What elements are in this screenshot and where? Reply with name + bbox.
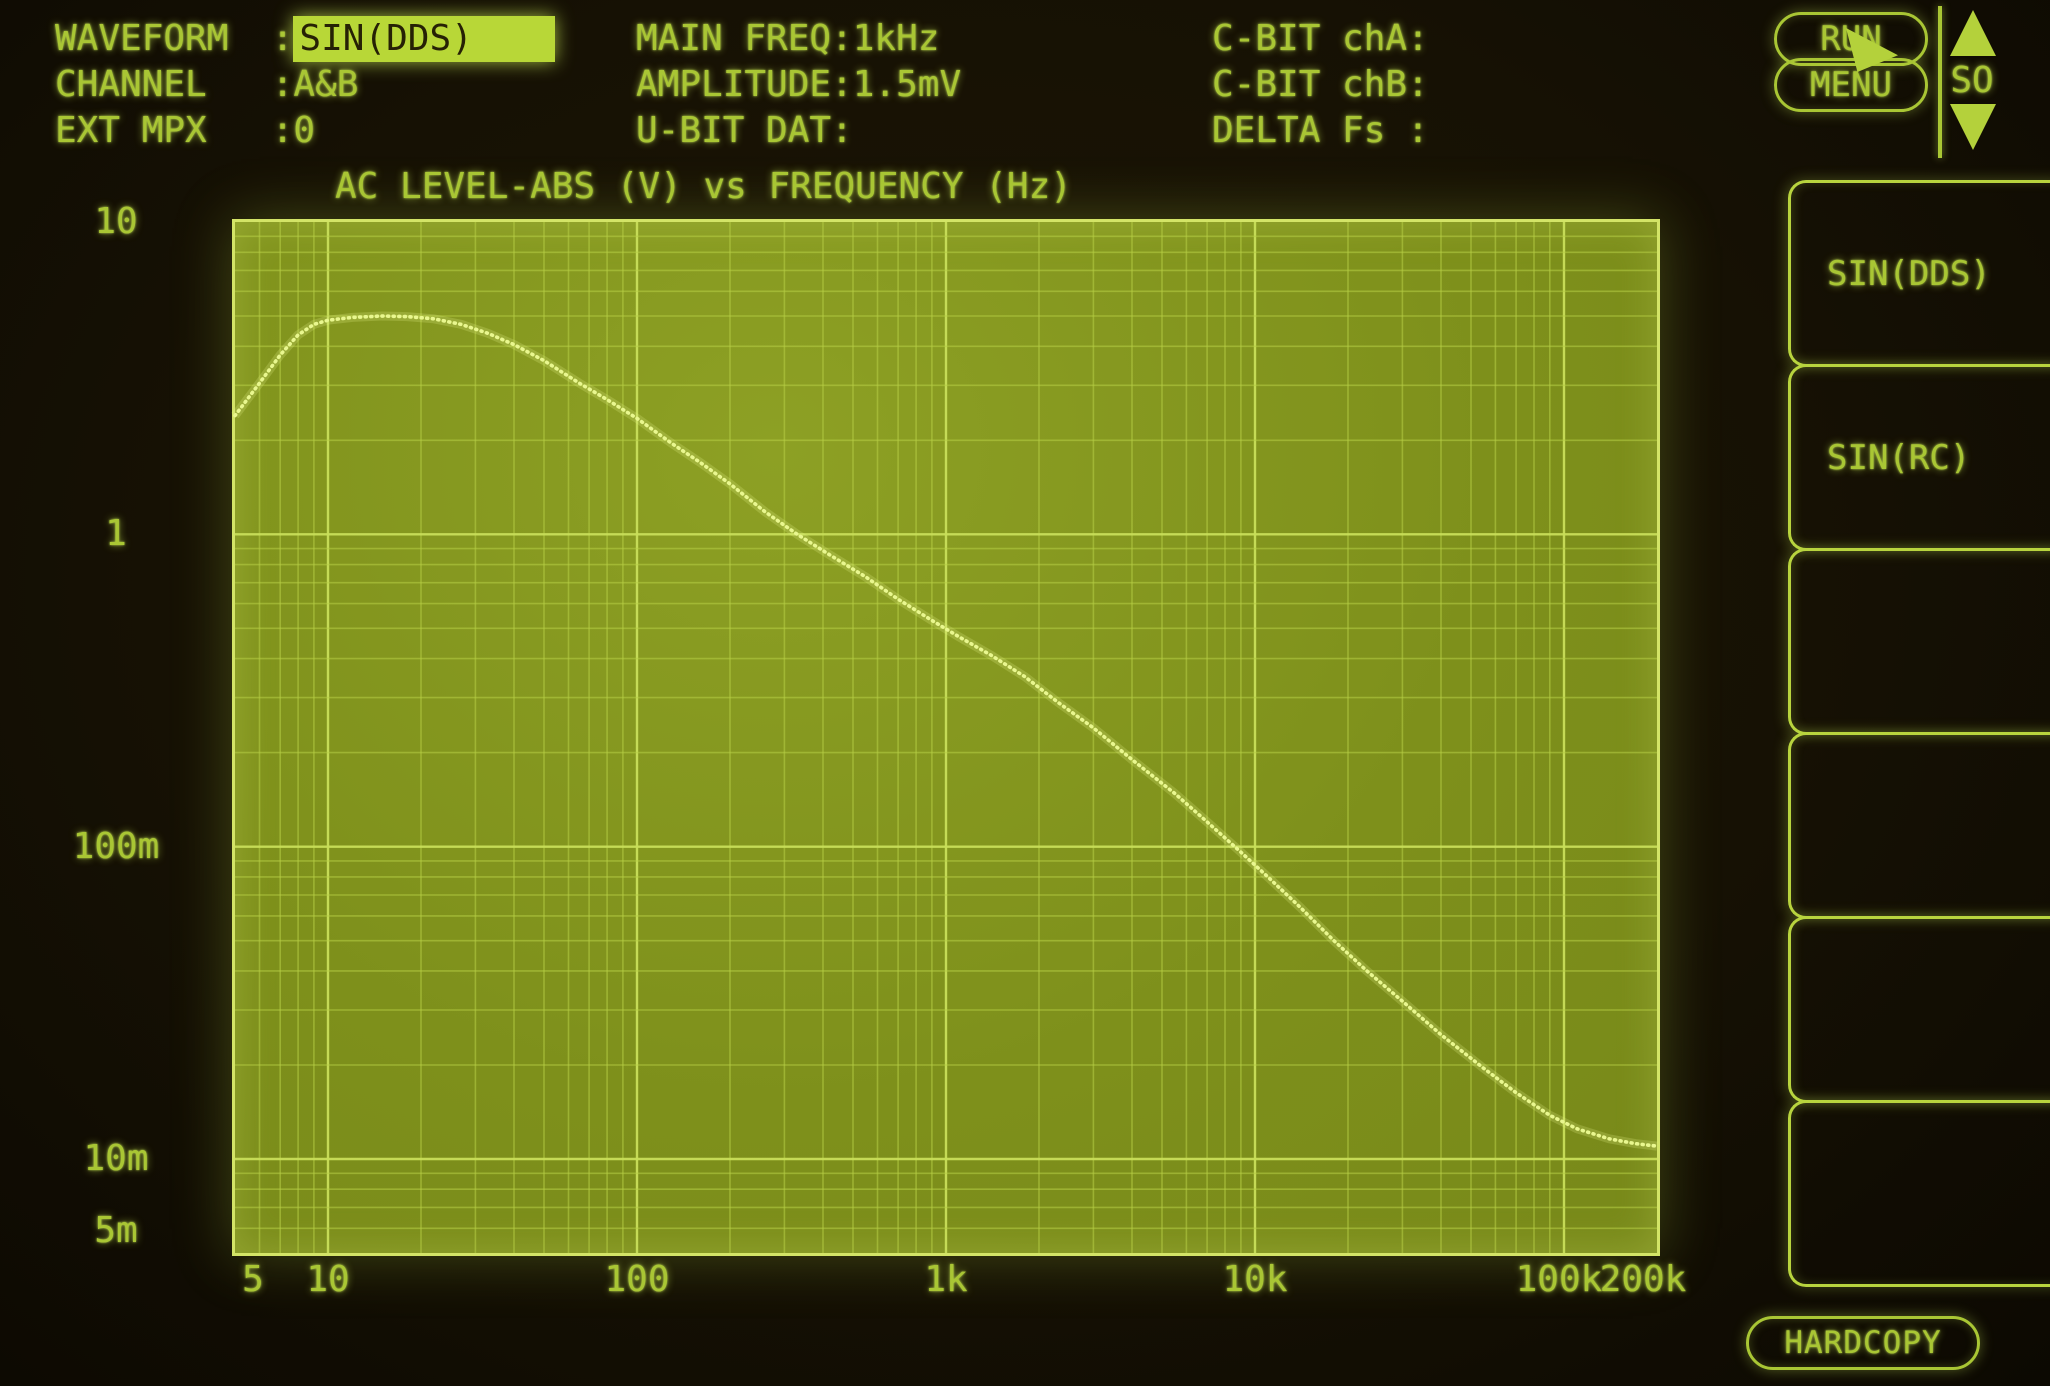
scroll-knob-label: SO bbox=[1950, 60, 1994, 101]
delta-fs-label: DELTA Fs : bbox=[1212, 110, 1429, 151]
u-bit-dat-label: U-BIT DAT: bbox=[636, 110, 853, 151]
softkey-menu: SIN(DDS) SIN(RC) bbox=[1788, 180, 2050, 1287]
softkey-label: SIN(DDS) bbox=[1827, 253, 1991, 294]
softkey-slot-4[interactable] bbox=[1788, 732, 2050, 919]
main-freq-field[interactable]: MAIN FREQ:1kHz bbox=[636, 16, 961, 62]
status-column-left: WAVEFORM : SIN(DDS) CHANNEL :A&B EXT MPX … bbox=[55, 16, 556, 154]
x-tick-label: 100 bbox=[604, 1259, 670, 1300]
c-bit-chb-label: C-BIT chB: bbox=[1212, 64, 1429, 105]
scroll-down-icon[interactable] bbox=[1950, 104, 1996, 150]
x-tick-label: 10k bbox=[1222, 1259, 1288, 1300]
x-tick-label: 200k bbox=[1599, 1259, 1687, 1300]
channel-label: CHANNEL : bbox=[55, 64, 294, 105]
scroll-divider bbox=[1938, 6, 1942, 158]
amplitude-label: AMPLITUDE: bbox=[636, 64, 853, 105]
c-bit-cha-label: C-BIT chA: bbox=[1212, 18, 1429, 59]
x-tick-label: 10 bbox=[306, 1259, 350, 1300]
channel-field[interactable]: CHANNEL :A&B bbox=[55, 62, 555, 108]
menu-button-label: MENU bbox=[1810, 65, 1892, 105]
delta-fs-field[interactable]: DELTA Fs : bbox=[1212, 108, 1429, 154]
amplitude-value: 1.5mV bbox=[852, 64, 962, 105]
y-tick-label: 10m bbox=[83, 1137, 149, 1179]
hardcopy-button-label: HARDCOPY bbox=[1784, 1325, 1942, 1361]
main-freq-label: MAIN FREQ: bbox=[636, 18, 853, 59]
softkey-slot-6[interactable] bbox=[1788, 1100, 2050, 1287]
x-tick-label: 1k bbox=[924, 1259, 968, 1300]
menu-button[interactable]: MENU bbox=[1774, 58, 1928, 112]
softkey-slot-5[interactable] bbox=[1788, 916, 2050, 1103]
frequency-response-chart bbox=[231, 222, 1659, 1253]
amplitude-field[interactable]: AMPLITUDE:1.5mV bbox=[636, 62, 961, 108]
ext-mpx-label: EXT MPX : bbox=[55, 110, 294, 151]
y-tick-label: 10 bbox=[94, 201, 138, 242]
softkey-label: SIN(RC) bbox=[1827, 437, 1971, 478]
channel-value: A&B bbox=[293, 64, 359, 105]
scroll-up-icon[interactable] bbox=[1950, 10, 1996, 56]
x-tick-label: 5 bbox=[242, 1259, 264, 1300]
response-trace bbox=[233, 314, 1659, 1148]
c-bit-cha-field[interactable]: C-BIT chA: bbox=[1212, 16, 1429, 62]
hardcopy-button[interactable]: HARDCOPY bbox=[1746, 1316, 1980, 1370]
softkey-slot-3[interactable] bbox=[1788, 548, 2050, 735]
waveform-field[interactable]: WAVEFORM : SIN(DDS) bbox=[55, 16, 556, 62]
c-bit-chb-field[interactable]: C-BIT chB: bbox=[1212, 62, 1429, 108]
y-tick-label: 1 bbox=[105, 513, 127, 555]
y-tick-label: 100m bbox=[72, 825, 160, 867]
softkey-slot-2-sin-rc[interactable]: SIN(RC) bbox=[1788, 364, 2050, 551]
main-freq-value: 1kHz bbox=[852, 18, 940, 59]
status-column-center: MAIN FREQ:1kHz AMPLITUDE:1.5mV U-BIT DAT… bbox=[636, 16, 961, 154]
chart-title: AC LEVEL-ABS (V) vs FREQUENCY (Hz) bbox=[335, 166, 1072, 207]
x-tick-label: 100k bbox=[1515, 1259, 1603, 1300]
status-column-right: C-BIT chA: C-BIT chB: DELTA Fs : bbox=[1212, 16, 1429, 154]
softkey-slot-1-sin-dds[interactable]: SIN(DDS) bbox=[1788, 180, 2050, 367]
ext-mpx-field[interactable]: EXT MPX :0 bbox=[55, 108, 555, 154]
ext-mpx-value: 0 bbox=[293, 110, 316, 151]
u-bit-dat-field[interactable]: U-BIT DAT: bbox=[636, 108, 961, 154]
y-tick-label: 5m bbox=[94, 1210, 138, 1251]
waveform-value[interactable]: SIN(DDS) bbox=[293, 16, 556, 62]
plot-area bbox=[231, 219, 1660, 1256]
waveform-label: WAVEFORM : bbox=[55, 18, 294, 59]
